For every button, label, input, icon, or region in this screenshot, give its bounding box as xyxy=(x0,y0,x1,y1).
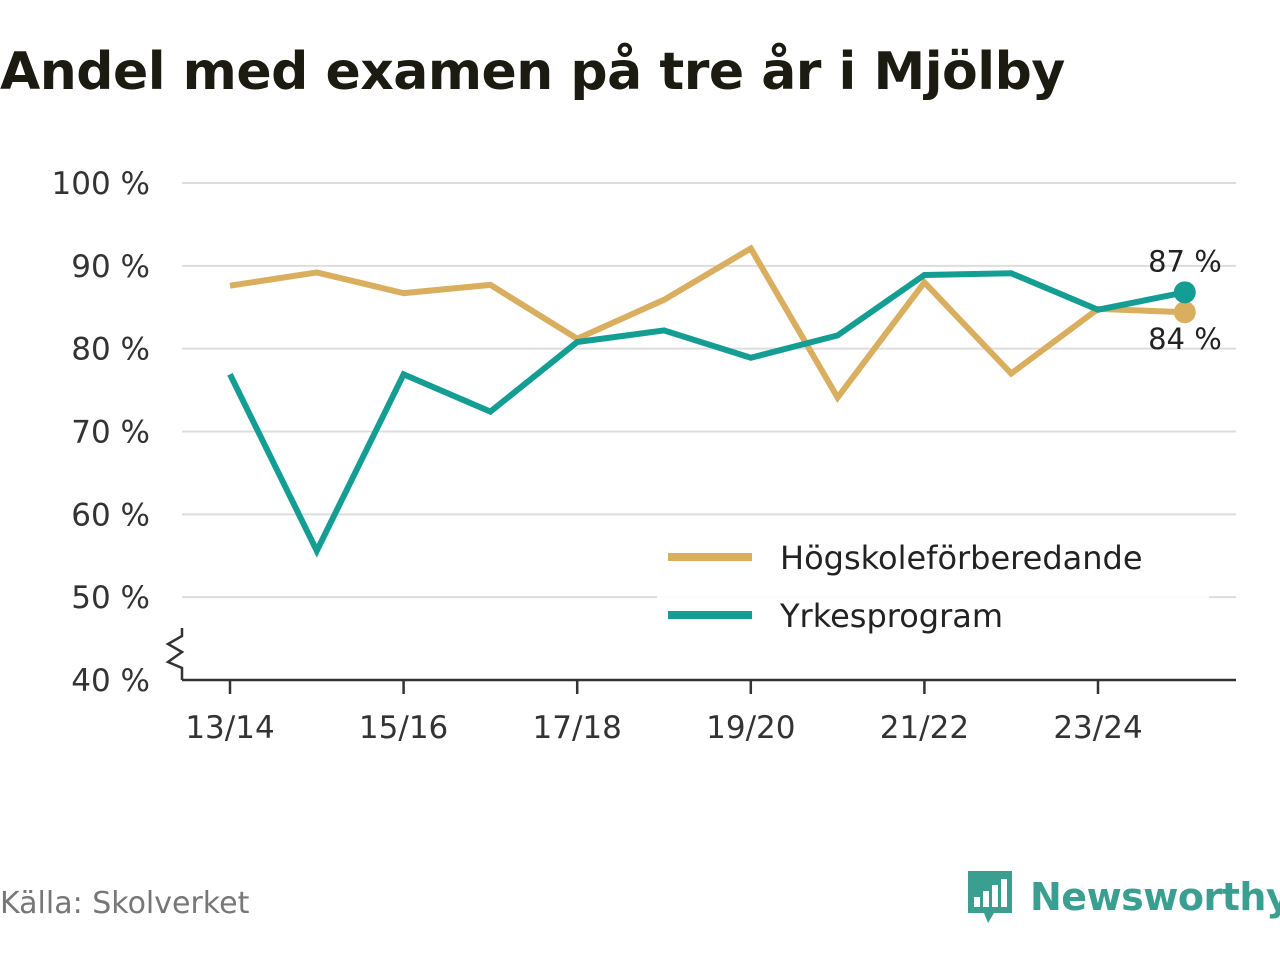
y-tick-label: 60 % xyxy=(71,497,150,533)
legend-label: Yrkesprogram xyxy=(779,597,1003,635)
end-value-label: 87 % xyxy=(1148,244,1222,278)
legend-label: Högskoleförberedande xyxy=(780,539,1143,577)
series-line xyxy=(227,270,1186,558)
source-note: Källa: Skolverket xyxy=(0,886,250,921)
chart-title: Andel med examen på tre år i Mjölby xyxy=(0,42,1065,102)
series-lines xyxy=(227,244,1196,558)
brand-logo: Newsworthy xyxy=(964,866,1280,928)
x-tick-label: 15/16 xyxy=(359,710,448,746)
gridlines xyxy=(182,182,1236,599)
x-tick-label: 19/20 xyxy=(706,710,795,746)
y-axis-break-icon xyxy=(165,628,185,680)
x-tick-label: 13/14 xyxy=(185,710,274,746)
y-tick-label: 80 % xyxy=(71,332,150,368)
y-tick-label: 70 % xyxy=(71,415,150,451)
y-tick-label: 90 % xyxy=(71,249,150,285)
end-value-label: 84 % xyxy=(1148,322,1222,356)
x-tick-label: 21/22 xyxy=(880,710,969,746)
legend: Högskoleförberedande Yrkesprogram xyxy=(657,538,1209,642)
x-axis-ticks: 13/14 15/16 17/18 19/20 21/22 23/24 xyxy=(185,680,1143,746)
brand-name: Newsworthy xyxy=(1030,875,1280,919)
newsworthy-logo-icon xyxy=(968,871,1012,923)
y-tick-label: 40 % xyxy=(71,663,150,699)
series-line xyxy=(229,244,1185,403)
x-tick-label: 23/24 xyxy=(1053,710,1142,746)
y-axis-ticks: 40 % 50 % 60 % 70 % 80 % 90 % 100 % xyxy=(52,166,150,699)
y-tick-label: 100 % xyxy=(52,166,150,202)
axes xyxy=(165,628,1236,682)
y-tick-label: 50 % xyxy=(71,580,150,616)
end-labels: 84 % 87 % xyxy=(1148,244,1222,356)
series-end-point xyxy=(1173,281,1196,304)
series-end-point xyxy=(1173,301,1196,324)
x-tick-label: 17/18 xyxy=(533,710,622,746)
